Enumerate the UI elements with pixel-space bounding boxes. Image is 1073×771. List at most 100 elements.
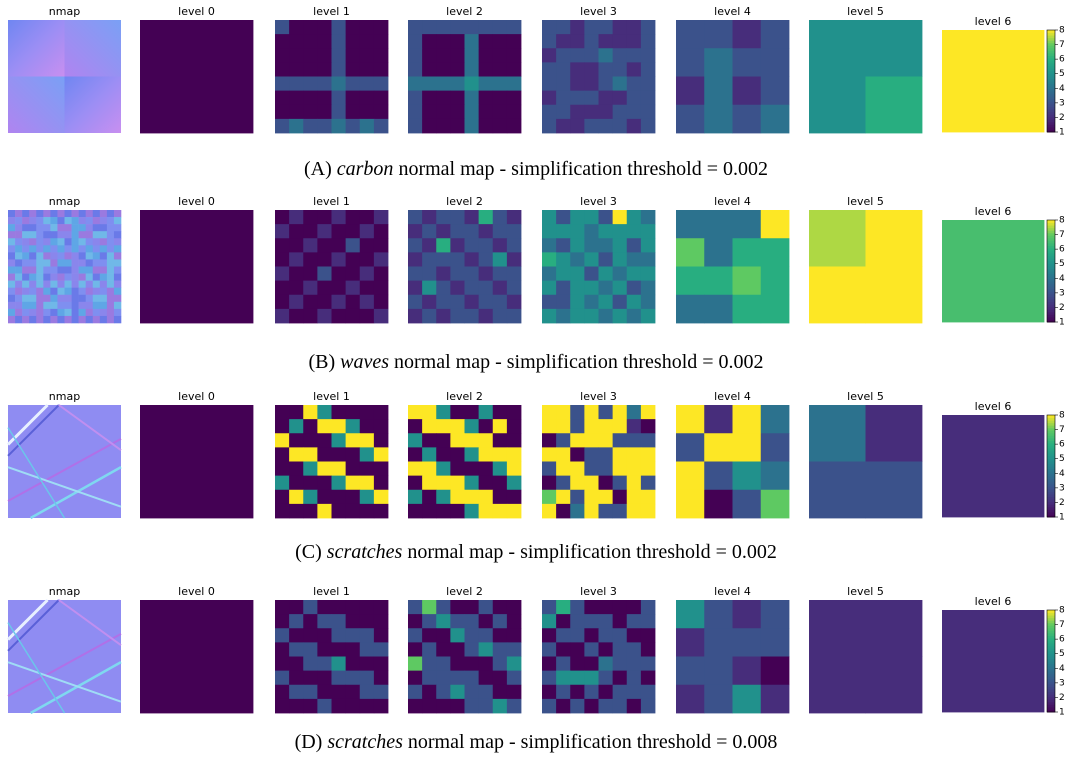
heatmap-cell bbox=[866, 77, 923, 134]
heatmap-cell bbox=[465, 34, 480, 49]
nmap-texel bbox=[114, 274, 121, 281]
heatmap-cell bbox=[704, 105, 733, 134]
heatmap-cell bbox=[317, 295, 332, 310]
heatmap-cell bbox=[332, 238, 347, 253]
colorbar-tick-label: 7 bbox=[1059, 40, 1065, 50]
nmap-texel bbox=[36, 245, 43, 252]
nmap-texel bbox=[15, 210, 22, 217]
heatmap-cell bbox=[422, 91, 437, 106]
heatmap-cell bbox=[613, 267, 628, 282]
nmap-texel bbox=[114, 224, 121, 231]
heatmap-cell bbox=[360, 490, 375, 505]
heatmap-cell bbox=[507, 91, 522, 106]
heatmap-cell bbox=[507, 252, 522, 267]
heatmap-cell bbox=[493, 34, 508, 49]
heatmap-cell bbox=[866, 20, 923, 77]
heatmap-cell bbox=[374, 295, 389, 310]
heatmap-cell bbox=[584, 419, 599, 434]
heatmap-cell bbox=[761, 20, 790, 49]
nmap-texel bbox=[79, 316, 86, 323]
heatmap-cell bbox=[584, 657, 599, 672]
heatmap-cell bbox=[332, 252, 347, 267]
heatmap-cell bbox=[289, 309, 304, 324]
nmap-texel bbox=[8, 259, 15, 266]
heatmap-cell bbox=[408, 476, 423, 491]
heatmap-cell bbox=[479, 91, 494, 106]
heatmap-cell bbox=[676, 238, 705, 267]
heatmap-cell bbox=[422, 309, 437, 324]
heatmap-cell bbox=[450, 77, 465, 92]
heatmap-cell bbox=[570, 699, 585, 714]
heatmap-cell bbox=[599, 671, 614, 686]
nmap-texel bbox=[36, 224, 43, 231]
heatmap-cell bbox=[584, 62, 599, 77]
colorbar-tick-label: 4 bbox=[1059, 84, 1065, 94]
heatmap-cell bbox=[408, 48, 423, 63]
nmap-texel bbox=[50, 267, 57, 274]
panel-title: level 1 bbox=[313, 390, 350, 403]
heatmap-cell bbox=[676, 267, 705, 296]
heatmap-cell bbox=[436, 628, 451, 643]
heatmap-cell bbox=[627, 91, 642, 106]
heatmap-cell bbox=[570, 119, 585, 134]
heatmap-cell bbox=[436, 238, 451, 253]
nmap-texel bbox=[50, 259, 57, 266]
heatmap-cell bbox=[275, 490, 290, 505]
heatmap-cell bbox=[866, 210, 923, 267]
heatmap-cell bbox=[317, 504, 332, 519]
nmap-texel bbox=[36, 217, 43, 224]
heatmap bbox=[140, 20, 253, 133]
caption-label: (C) bbox=[295, 541, 322, 563]
colorbar-segment bbox=[1047, 30, 1055, 33]
colorbar-tick-label: 8 bbox=[1059, 606, 1065, 616]
heatmap-cell bbox=[556, 238, 571, 253]
heatmap-cell bbox=[676, 48, 705, 77]
heatmap-cell bbox=[303, 309, 318, 324]
heatmap-cell bbox=[317, 77, 332, 92]
heatmap-cell bbox=[303, 48, 318, 63]
nmap-texel bbox=[72, 316, 79, 323]
heatmap-cell bbox=[450, 462, 465, 477]
heatmap-cell bbox=[507, 657, 522, 672]
nmap-texel bbox=[29, 224, 36, 231]
heatmap-cell bbox=[479, 281, 494, 296]
caption-label: (B) bbox=[308, 351, 335, 373]
nmap-texel bbox=[22, 238, 29, 245]
heatmap-cell bbox=[317, 614, 332, 629]
heatmap-cell bbox=[332, 433, 347, 448]
heatmap-cell bbox=[599, 91, 614, 106]
heatmap-cell bbox=[303, 20, 318, 35]
heatmap-cell bbox=[584, 281, 599, 296]
heatmap-cell bbox=[436, 614, 451, 629]
heatmap-cell bbox=[289, 238, 304, 253]
figure: nmaplevel 0level 1level 2level 3level 4l… bbox=[0, 0, 1073, 771]
heatmap-cell bbox=[450, 628, 465, 643]
nmap-texel bbox=[50, 281, 57, 288]
panel-title: level 3 bbox=[580, 390, 617, 403]
heatmap-cell bbox=[346, 210, 361, 225]
heatmap-cell bbox=[317, 34, 332, 49]
heatmap-cell bbox=[408, 685, 423, 700]
heatmap-cell bbox=[436, 48, 451, 63]
heatmap-cell bbox=[570, 671, 585, 686]
heatmap-cell bbox=[346, 614, 361, 629]
nmap-texel bbox=[86, 210, 93, 217]
heatmap-cell bbox=[465, 628, 480, 643]
heatmap-cell bbox=[627, 224, 642, 239]
nmap-texel bbox=[43, 295, 50, 302]
heatmap-cell bbox=[374, 600, 389, 615]
nmap-texel bbox=[107, 224, 114, 231]
heatmap-cell bbox=[408, 419, 423, 434]
heatmap-cell bbox=[275, 281, 290, 296]
heatmap-cell bbox=[556, 642, 571, 657]
heatmap-cell bbox=[332, 419, 347, 434]
heatmap-cell bbox=[676, 405, 705, 434]
heatmap-cell bbox=[479, 224, 494, 239]
nmap-tile bbox=[65, 20, 122, 77]
nmap-texel bbox=[36, 295, 43, 302]
nmap-texel bbox=[65, 267, 72, 274]
nmap-texel bbox=[65, 288, 72, 295]
heatmap-cell bbox=[408, 105, 423, 120]
heatmap-cell bbox=[507, 504, 522, 519]
heatmap-cell bbox=[584, 462, 599, 477]
